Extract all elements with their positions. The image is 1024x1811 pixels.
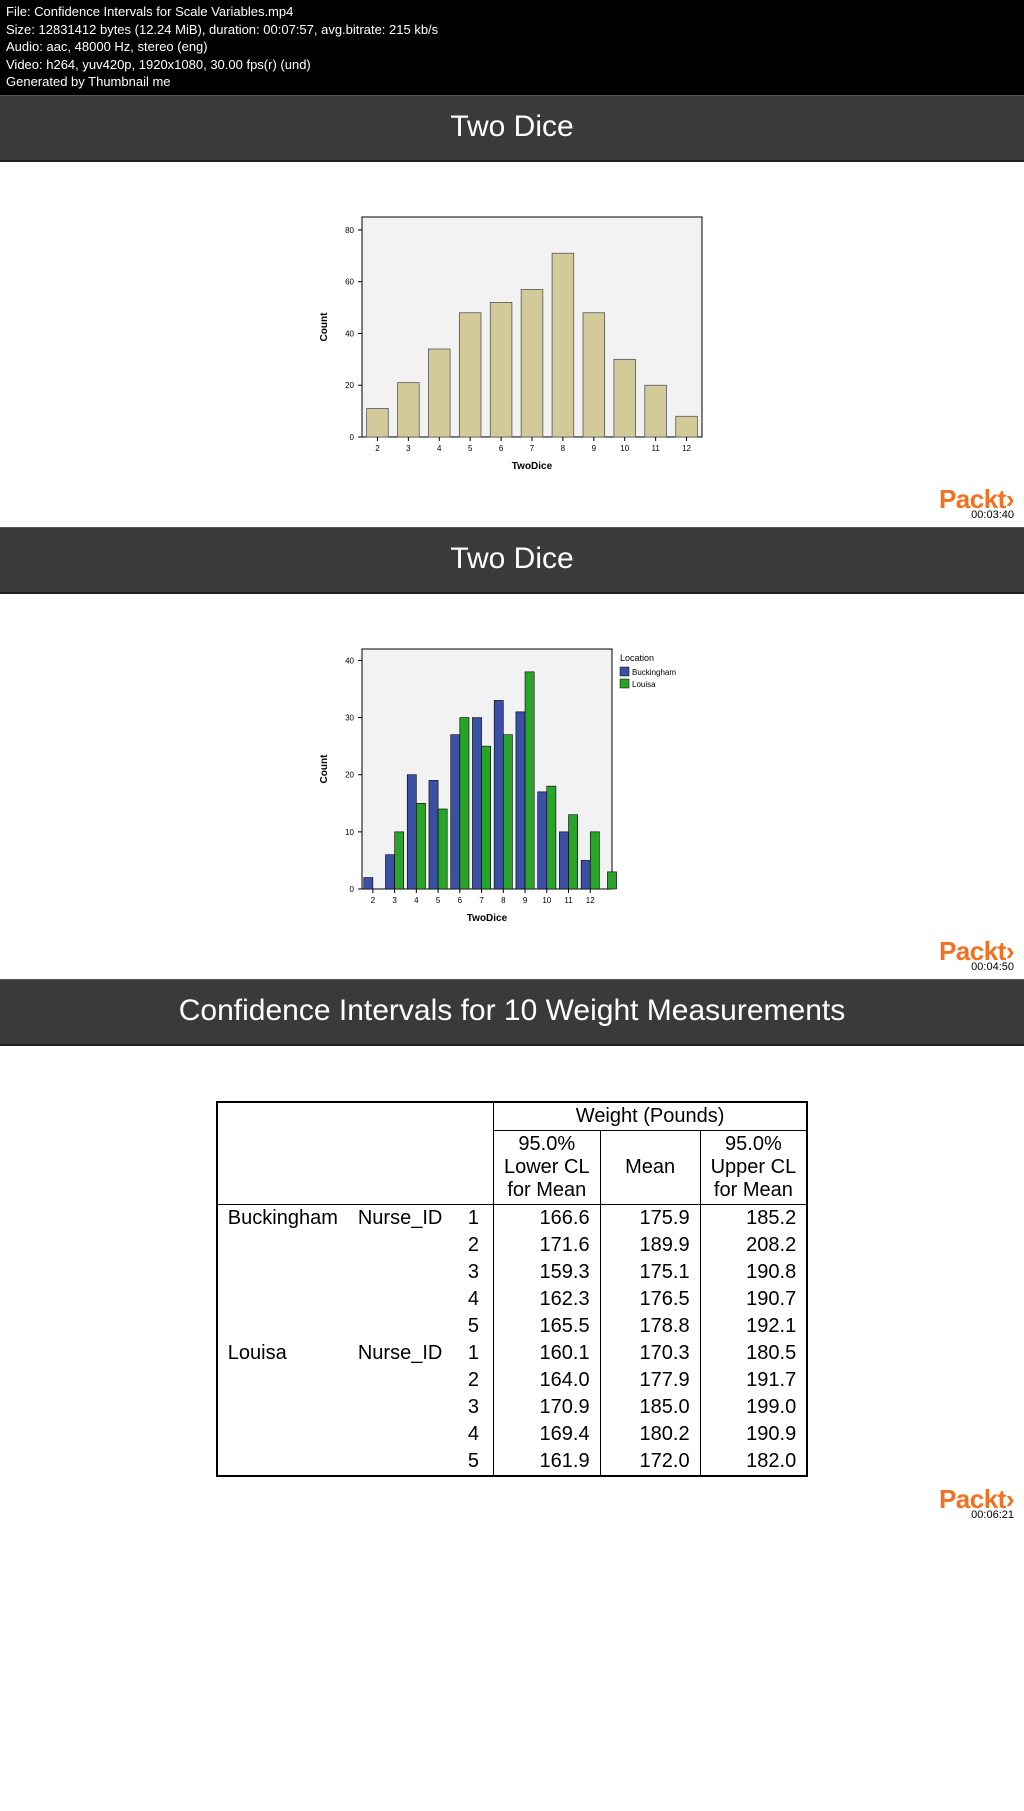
- svg-text:8: 8: [561, 444, 566, 453]
- svg-text:7: 7: [479, 896, 484, 905]
- video-metadata-block: File: Confidence Intervals for Scale Var…: [0, 0, 1024, 95]
- svg-text:TwoDice: TwoDice: [467, 913, 508, 924]
- meta-audio: Audio: aac, 48000 Hz, stereo (eng): [6, 38, 1018, 56]
- svg-text:Count: Count: [319, 312, 330, 342]
- table-row: 4169.4180.2190.9: [217, 1421, 807, 1448]
- svg-text:40: 40: [345, 329, 354, 338]
- table-row: 5161.9172.0182.0: [217, 1448, 807, 1476]
- svg-text:Louisa: Louisa: [632, 680, 656, 689]
- svg-text:0: 0: [350, 885, 355, 894]
- table-row: 2164.0177.9191.7: [217, 1367, 807, 1394]
- table-row: 5165.5178.8192.1: [217, 1313, 807, 1340]
- svg-text:20: 20: [345, 381, 354, 390]
- meta-file: File: Confidence Intervals for Scale Var…: [6, 3, 1018, 21]
- svg-text:20: 20: [345, 770, 354, 779]
- frame-3: Confidence Intervals for 10 Weight Measu…: [0, 979, 1024, 1527]
- frame-2-title: Two Dice: [0, 527, 1024, 594]
- svg-text:7: 7: [530, 444, 535, 453]
- meta-size: Size: 12831412 bytes (12.24 MiB), durati…: [6, 21, 1018, 39]
- table-row: 3170.9185.0199.0: [217, 1394, 807, 1421]
- svg-text:10: 10: [620, 444, 629, 453]
- svg-text:5: 5: [436, 896, 441, 905]
- table-row: 2171.6189.9208.2: [217, 1232, 807, 1259]
- svg-text:6: 6: [458, 896, 463, 905]
- brand-stamp-2: Packt› 00:04:50: [939, 938, 1014, 973]
- svg-text:11: 11: [564, 896, 573, 905]
- svg-text:60: 60: [345, 277, 354, 286]
- svg-text:11: 11: [651, 444, 660, 453]
- meta-video: Video: h264, yuv420p, 1920x1080, 30.00 f…: [6, 56, 1018, 74]
- svg-text:2: 2: [371, 896, 376, 905]
- table-row: LouisaNurse_ID1160.1170.3180.5: [217, 1340, 807, 1367]
- chart2-svg: 0 10 20 30 40 Count 2 3 4 5 6 7 8 9 10 11 12 TwoDice Locat…: [302, 634, 722, 934]
- table-row: 3159.3175.1190.8: [217, 1259, 807, 1286]
- svg-text:3: 3: [392, 896, 397, 905]
- svg-text:5: 5: [468, 444, 473, 453]
- chart-two-dice-grouped: 0 10 20 30 40 Count 2 3 4 5 6 7 8 9 10 11 12 TwoDice Locat…: [302, 634, 722, 939]
- svg-text:9: 9: [523, 896, 528, 905]
- svg-text:10: 10: [345, 828, 354, 837]
- svg-text:4: 4: [437, 444, 442, 453]
- svg-text:Buckingham: Buckingham: [632, 668, 676, 677]
- svg-text:6: 6: [499, 444, 504, 453]
- meta-gen: Generated by Thumbnail me: [6, 73, 1018, 91]
- packt-logo: Packt›: [939, 486, 1014, 512]
- confidence-interval-table: Weight (Pounds) 95.0% Lower CL for MeanM…: [216, 1101, 808, 1477]
- packt-logo: Packt›: [939, 938, 1014, 964]
- chart1-svg: 0 20 40 60 80 Count 2 3 4 5 6 7 8 9 10 11 12 TwoDice: [302, 202, 722, 482]
- svg-text:12: 12: [682, 444, 691, 453]
- svg-text:10: 10: [542, 896, 551, 905]
- table-row: 4162.3176.5190.7: [217, 1286, 807, 1313]
- brand-stamp-3: Packt› 00:06:21: [939, 1486, 1014, 1521]
- frame-2: Two Dice 0 10 20 30 40 Count 2 3 4 5 6 7 8 9 10 11 12 Two…: [0, 527, 1024, 979]
- svg-text:2: 2: [375, 444, 380, 453]
- svg-text:Location: Location: [620, 653, 654, 663]
- svg-text:8: 8: [501, 896, 506, 905]
- chart-two-dice-single: 0 20 40 60 80 Count 2 3 4 5 6 7 8 9 10 11 12 TwoDice: [302, 202, 722, 487]
- svg-text:12: 12: [586, 896, 595, 905]
- svg-text:80: 80: [345, 226, 354, 235]
- svg-text:3: 3: [406, 444, 411, 453]
- packt-logo: Packt›: [939, 1486, 1014, 1512]
- frame-1-title: Two Dice: [0, 95, 1024, 162]
- frame-1: Two Dice 0 20 40 60 80 Count 2 3 4 5 6 7 8 9 10 11 12 Two…: [0, 95, 1024, 527]
- svg-text:9: 9: [592, 444, 597, 453]
- svg-text:0: 0: [350, 433, 355, 442]
- svg-text:40: 40: [345, 656, 354, 665]
- svg-text:TwoDice: TwoDice: [512, 461, 553, 472]
- brand-stamp-1: Packt› 00:03:40: [939, 486, 1014, 521]
- frame-3-title: Confidence Intervals for 10 Weight Measu…: [0, 979, 1024, 1046]
- svg-text:Count: Count: [319, 754, 330, 784]
- svg-text:4: 4: [414, 896, 419, 905]
- svg-text:30: 30: [345, 713, 354, 722]
- table-row: BuckinghamNurse_ID1166.6175.9185.2: [217, 1204, 807, 1232]
